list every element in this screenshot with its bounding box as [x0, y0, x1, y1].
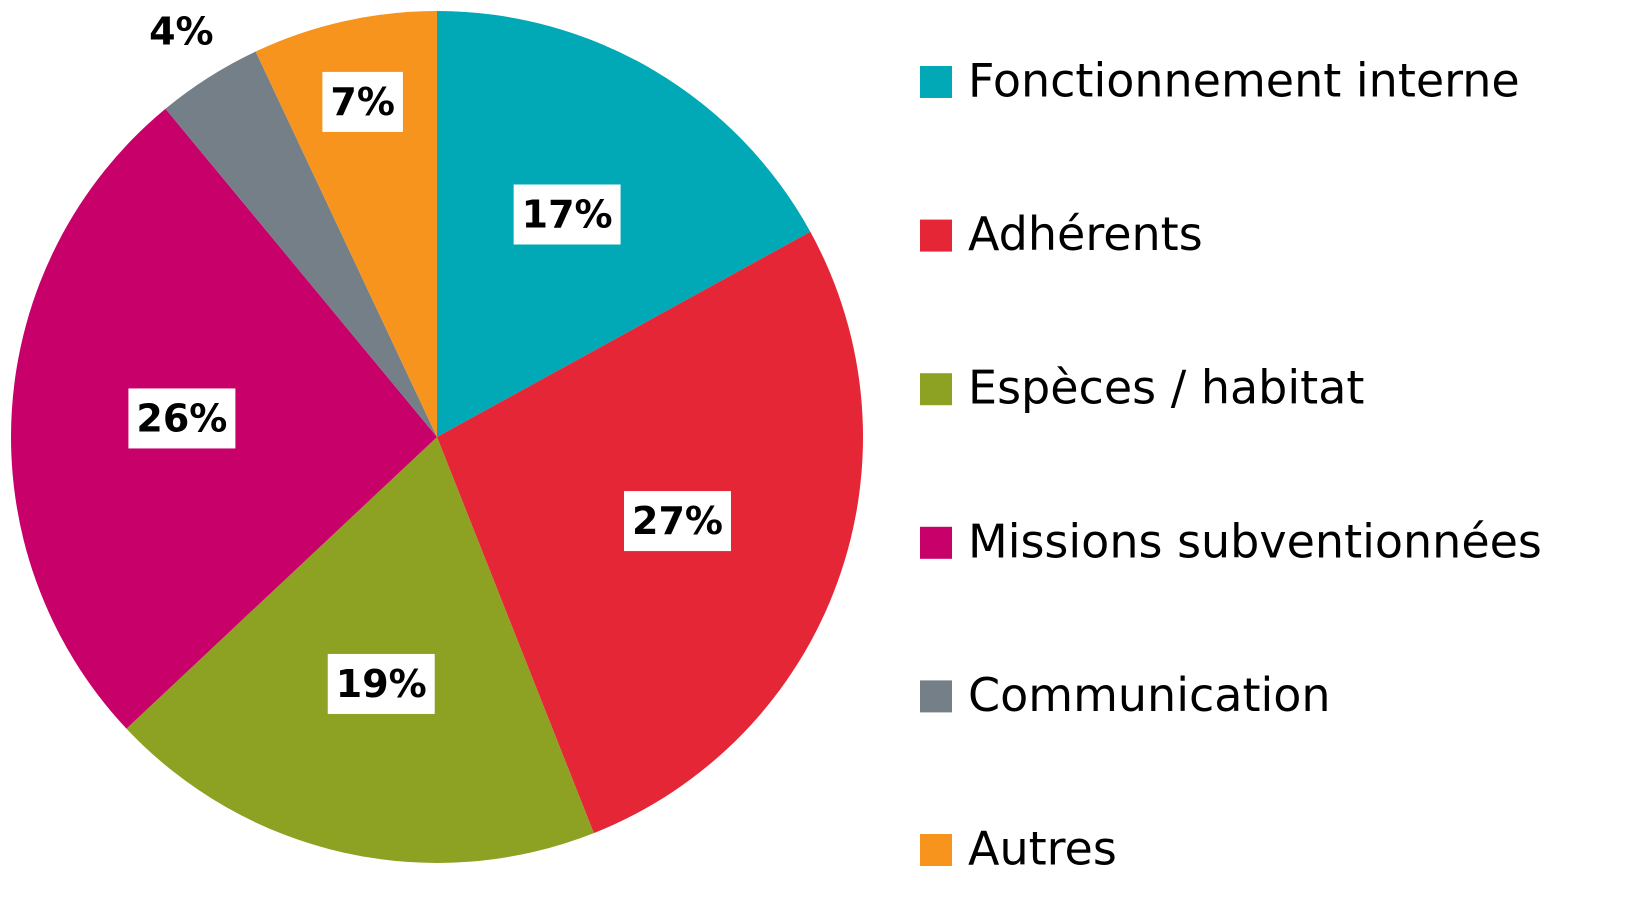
- data-label-box: [327, 653, 435, 714]
- data-label-box: [128, 388, 236, 449]
- data-label-group: 17%: [513, 184, 621, 245]
- data-label-group: 27%: [624, 491, 731, 552]
- legend-label: Adhérents: [968, 207, 1203, 261]
- legend-swatch: [920, 834, 952, 866]
- legend-label: Autres: [968, 822, 1117, 876]
- pie-slice: [437, 11, 811, 437]
- legend-swatch: [920, 219, 952, 252]
- legend-swatch: [920, 526, 952, 559]
- pie-slice: [126, 437, 594, 863]
- legend-swatch: [920, 373, 952, 406]
- legend-swatch: [920, 66, 952, 98]
- data-label: 4%: [149, 10, 214, 54]
- legend-label: Fonctionnement interne: [968, 54, 1520, 108]
- pie-slice: [165, 51, 437, 438]
- data-label: 7%: [330, 80, 395, 124]
- data-label-group: 26%: [128, 388, 236, 449]
- data-label: 27%: [632, 499, 723, 543]
- legend-label: Communication: [968, 668, 1331, 722]
- data-label-group: 19%: [327, 653, 435, 714]
- data-label: 17%: [522, 192, 613, 236]
- data-label-box: [624, 491, 731, 552]
- data-label-group: 7%: [322, 71, 403, 132]
- legend-swatch: [920, 680, 952, 713]
- legend-label: Espèces / habitat: [968, 361, 1364, 415]
- data-label-box: [513, 184, 621, 245]
- legend-label: Missions subventionnées: [968, 514, 1542, 568]
- data-label-group: 4%: [149, 10, 214, 54]
- data-label: 26%: [136, 396, 227, 440]
- data-label: 19%: [336, 662, 427, 706]
- data-label-box: [322, 71, 403, 132]
